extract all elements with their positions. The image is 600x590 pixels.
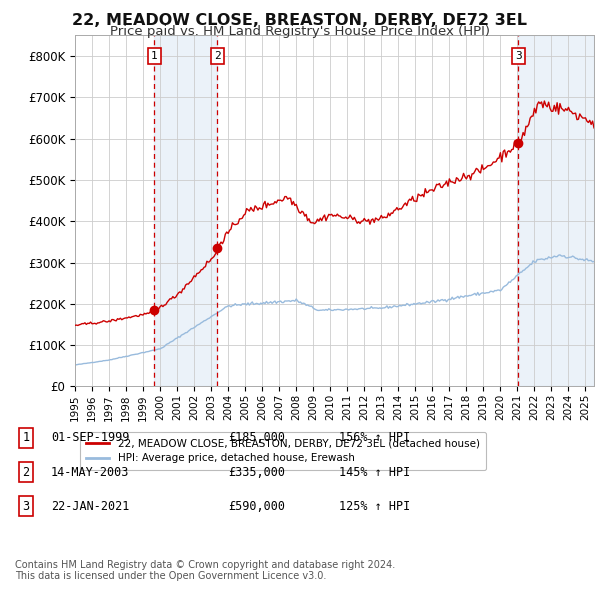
Text: 1: 1 bbox=[22, 431, 29, 444]
Text: 2: 2 bbox=[22, 466, 29, 478]
Text: 3: 3 bbox=[22, 500, 29, 513]
Text: 01-SEP-1999: 01-SEP-1999 bbox=[51, 431, 130, 444]
Text: Price paid vs. HM Land Registry's House Price Index (HPI): Price paid vs. HM Land Registry's House … bbox=[110, 25, 490, 38]
Text: 145% ↑ HPI: 145% ↑ HPI bbox=[339, 466, 410, 478]
Text: 14-MAY-2003: 14-MAY-2003 bbox=[51, 466, 130, 478]
Text: £185,000: £185,000 bbox=[228, 431, 285, 444]
Text: 125% ↑ HPI: 125% ↑ HPI bbox=[339, 500, 410, 513]
Bar bbox=[518, 35, 594, 386]
Legend: 22, MEADOW CLOSE, BREASTON, DERBY, DE72 3EL (detached house), HPI: Average price: 22, MEADOW CLOSE, BREASTON, DERBY, DE72 … bbox=[80, 432, 486, 470]
Text: 22, MEADOW CLOSE, BREASTON, DERBY, DE72 3EL: 22, MEADOW CLOSE, BREASTON, DERBY, DE72 … bbox=[73, 13, 527, 28]
Text: 1: 1 bbox=[151, 51, 158, 61]
Text: 22-JAN-2021: 22-JAN-2021 bbox=[51, 500, 130, 513]
Text: 156% ↑ HPI: 156% ↑ HPI bbox=[339, 431, 410, 444]
Text: £590,000: £590,000 bbox=[228, 500, 285, 513]
Text: £335,000: £335,000 bbox=[228, 466, 285, 478]
Text: Contains HM Land Registry data © Crown copyright and database right 2024.
This d: Contains HM Land Registry data © Crown c… bbox=[15, 559, 395, 581]
Text: 2: 2 bbox=[214, 51, 221, 61]
Bar bbox=[154, 35, 217, 386]
Text: 3: 3 bbox=[515, 51, 522, 61]
